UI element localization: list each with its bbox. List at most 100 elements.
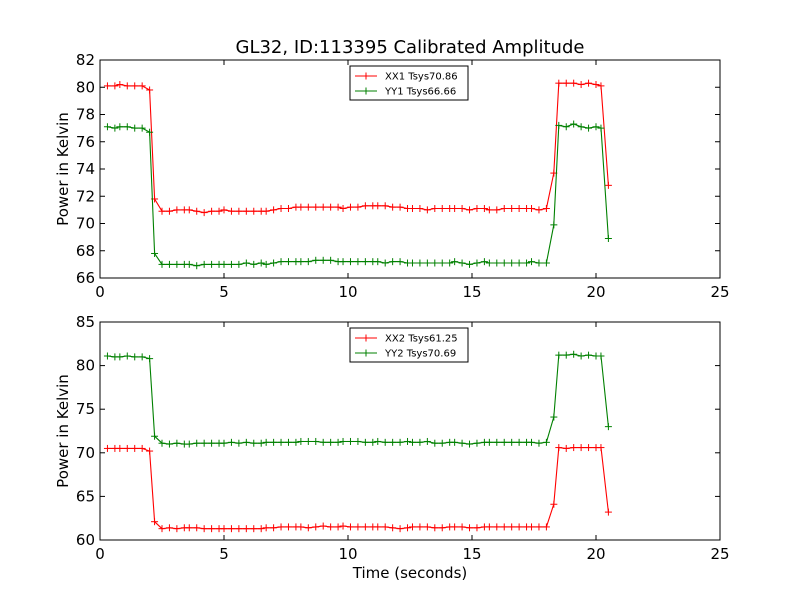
data-point: [423, 523, 431, 531]
data-point: [235, 260, 243, 268]
data-point: [480, 258, 488, 266]
data-point: [389, 524, 397, 532]
data-point: [185, 524, 193, 532]
y-tick-label: 65: [76, 487, 95, 505]
data-point: [508, 205, 516, 213]
data-point: [416, 205, 424, 213]
legend-label: XX2 Tsys61.25: [385, 334, 458, 345]
data-point: [116, 123, 124, 131]
data-point: [431, 524, 439, 532]
data-point: [339, 522, 347, 530]
data-point: [131, 124, 139, 132]
data-point: [592, 81, 600, 89]
data-point: [562, 79, 570, 87]
data-point: [339, 205, 347, 213]
data-point: [346, 203, 354, 211]
data-point: [577, 352, 585, 360]
x-tick-label: 20: [586, 283, 605, 301]
data-point: [592, 123, 600, 131]
data-point: [423, 206, 431, 214]
data-point: [374, 202, 382, 210]
y-tick-label: 70: [76, 215, 95, 233]
data-point: [138, 82, 146, 90]
data-point: [485, 206, 493, 214]
data-point: [116, 81, 124, 89]
data-point: [585, 124, 593, 132]
data-point: [555, 351, 563, 359]
data-point: [270, 524, 278, 532]
data-point: [334, 523, 342, 531]
data-point: [458, 523, 466, 531]
data-point: [158, 260, 166, 268]
data-point: [550, 500, 558, 508]
data-point: [146, 86, 154, 94]
plot-frame: [99, 59, 721, 279]
data-point: [451, 258, 459, 266]
data-point: [562, 123, 570, 131]
y-tick-label: 70: [76, 444, 95, 462]
data-point: [312, 437, 320, 445]
data-point: [515, 259, 523, 267]
data-point: [193, 262, 201, 270]
data-point: [597, 444, 605, 452]
data-point: [416, 523, 424, 531]
data-point: [262, 524, 270, 532]
y-tick-label: 80: [76, 78, 95, 96]
data-point: [312, 203, 320, 211]
data-point: [404, 524, 412, 532]
data-point: [151, 249, 159, 257]
chart-title: GL32, ID:113395 Calibrated Amplitude: [236, 37, 585, 58]
data-point: [389, 203, 397, 211]
data-point: [562, 351, 570, 359]
data-point: [408, 523, 416, 531]
data-point: [361, 523, 369, 531]
data-point: [297, 523, 305, 531]
data-point: [535, 523, 543, 531]
data-point: [193, 524, 201, 532]
data-point: [473, 524, 481, 532]
data-point: [284, 205, 292, 213]
data-point: [277, 258, 285, 266]
data-point: [257, 259, 265, 267]
data-point: [523, 259, 531, 267]
data-point: [500, 205, 508, 213]
data-point: [185, 206, 193, 214]
data-point: [297, 203, 305, 211]
data-point: [451, 523, 459, 531]
data-point: [220, 439, 228, 447]
data-point: [562, 444, 570, 452]
data-point: [555, 121, 563, 129]
data-point: [131, 82, 139, 90]
data-point: [389, 258, 397, 266]
data-point: [528, 258, 536, 266]
data-point: [381, 438, 389, 446]
data-point: [493, 523, 501, 531]
data-point: [493, 438, 501, 446]
data-point: [346, 523, 354, 531]
x-tick-label: 0: [95, 545, 105, 563]
data-point: [431, 205, 439, 213]
y-axis-label: Power in Kelvin: [54, 374, 72, 488]
data-point: [200, 525, 208, 533]
data-point: [550, 221, 558, 229]
data-point: [500, 259, 508, 267]
legend-box: [349, 65, 469, 101]
data-point: [550, 413, 558, 421]
data-point: [438, 259, 446, 267]
data-point: [396, 438, 404, 446]
data-point: [116, 444, 124, 452]
data-point: [284, 523, 292, 531]
data-point: [242, 207, 250, 215]
data-point: [346, 258, 354, 266]
data-point: [438, 205, 446, 213]
data-point: [535, 439, 543, 447]
data-point: [227, 438, 235, 446]
data-point: [458, 259, 466, 267]
data-point: [151, 518, 159, 526]
data-point: [555, 444, 563, 452]
data-point: [284, 438, 292, 446]
data-point: [528, 438, 536, 446]
data-point: [111, 82, 119, 90]
data-point: [542, 523, 550, 531]
y-tick-label: 82: [76, 51, 95, 69]
